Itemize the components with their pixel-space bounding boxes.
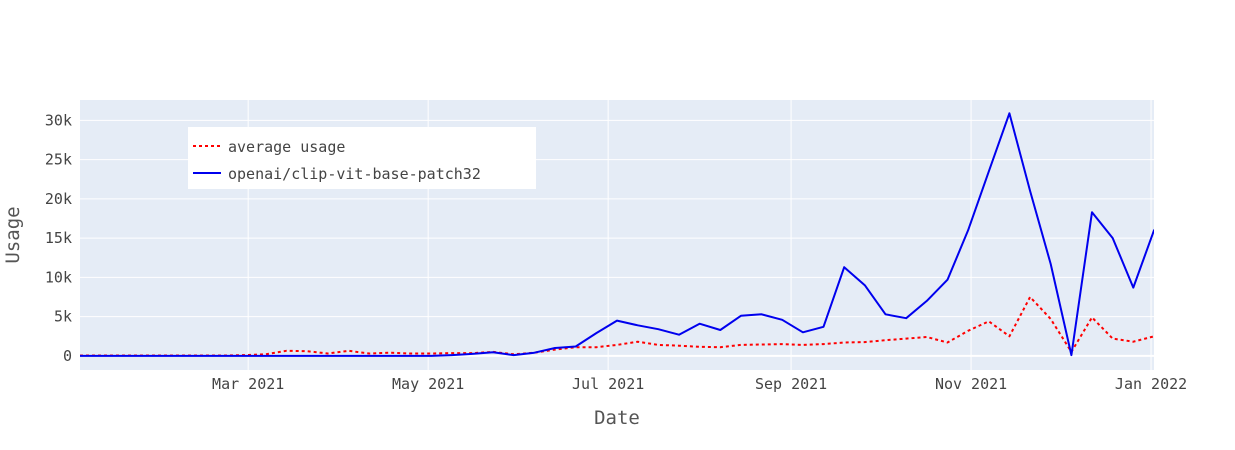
x-axis-title: Date (594, 407, 640, 429)
y-axis-title: Usage (2, 206, 24, 263)
series-line-1 (80, 112, 1154, 357)
y-tick-label: 30k (45, 111, 72, 129)
series-line-0 (80, 296, 1154, 357)
y-tick-label: 15k (45, 229, 72, 247)
y-tick-label: 20k (45, 190, 72, 208)
y-tick-label: 10k (45, 268, 72, 286)
x-tick-label: Jul 2021 (572, 375, 644, 393)
axis-ticks: 0 5k 10k 15k 20k 25k 30k Mar 2021 May 2021 Jul 20… (45, 111, 1187, 393)
x-tick-label: Nov 2021 (935, 375, 1007, 393)
legend-box (188, 127, 536, 189)
series-lines (80, 112, 1154, 357)
legend-label-average-usage: average usage (228, 138, 345, 156)
x-tick-label: May 2021 (392, 375, 464, 393)
x-tick-label: Sep 2021 (755, 375, 827, 393)
y-tick-label: 0 (63, 347, 72, 365)
legend: average usage openai/clip-vit-base-patch… (188, 127, 536, 189)
y-tick-label: 25k (45, 151, 72, 169)
legend-label-clip-model: openai/clip-vit-base-patch32 (228, 165, 481, 183)
x-tick-label: Jan 2022 (1115, 375, 1187, 393)
x-tick-label: Mar 2021 (212, 375, 284, 393)
y-tick-label: 5k (54, 308, 72, 326)
